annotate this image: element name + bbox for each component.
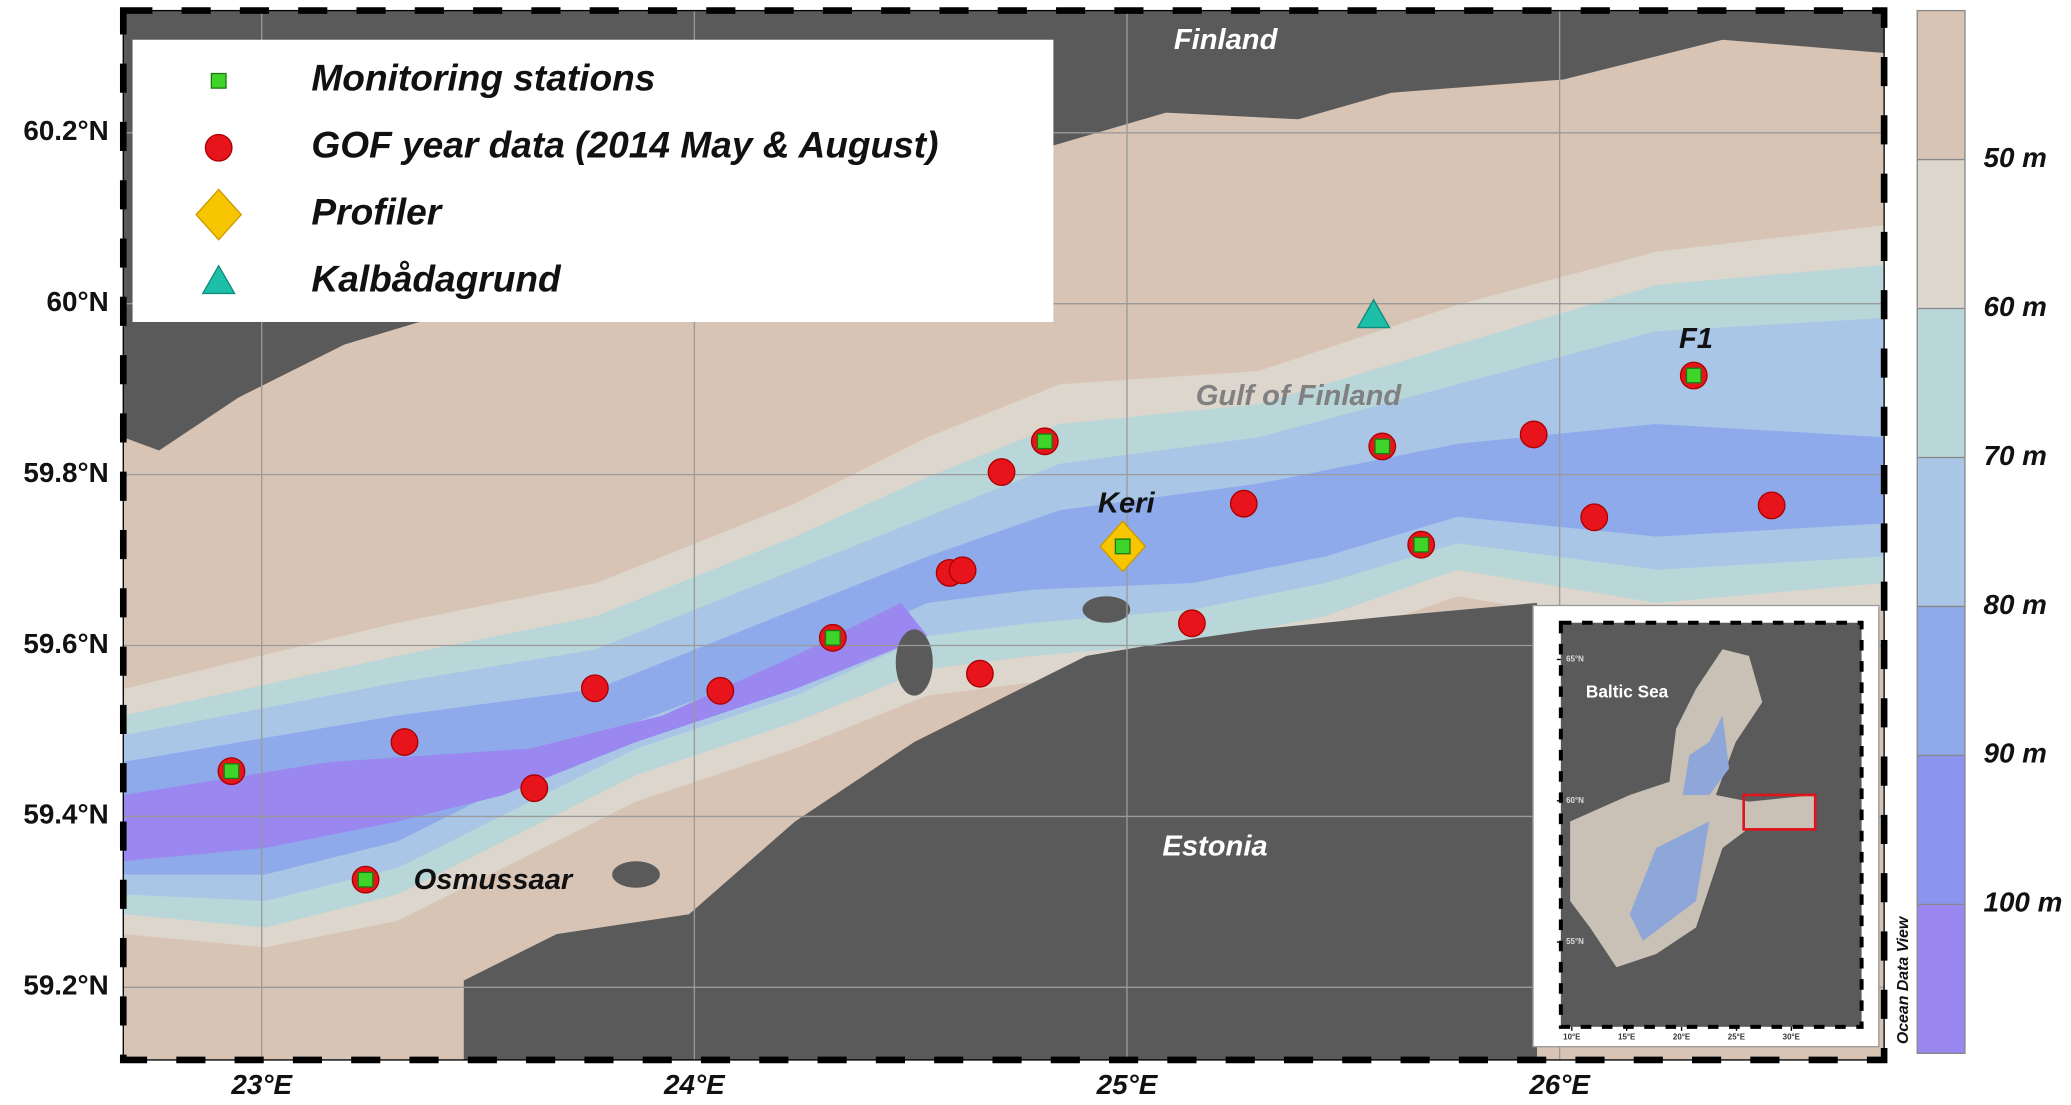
station-marker bbox=[824, 629, 841, 646]
station-marker bbox=[1036, 433, 1053, 450]
legend: Monitoring stations GOF year data (2014 M… bbox=[132, 39, 1054, 322]
place-label: Keri bbox=[1098, 488, 1156, 520]
colorbar-label: 50 m bbox=[1983, 142, 2046, 173]
y-tick-label: 60°N bbox=[47, 286, 109, 317]
legend-marker bbox=[201, 264, 236, 295]
station-marker bbox=[357, 871, 374, 888]
place-label: F1 bbox=[1679, 323, 1713, 355]
legend-label: GOF year data (2014 May & August) bbox=[311, 124, 938, 166]
legend-label: Monitoring stations bbox=[311, 57, 655, 99]
station-marker bbox=[987, 458, 1016, 486]
colorbar-band bbox=[1917, 10, 1965, 160]
colorbar-band bbox=[1917, 755, 1965, 905]
station-marker bbox=[390, 728, 419, 756]
map-frame-inner bbox=[122, 9, 1885, 1061]
station-marker bbox=[520, 774, 549, 803]
inset-y-tick-label: 60°N bbox=[1566, 796, 1584, 805]
colorbar-credit: Ocean Data View bbox=[1895, 915, 1912, 1044]
x-tick-label: 25°E bbox=[1096, 1069, 1159, 1100]
inset-y-tick-label: 65°N bbox=[1566, 655, 1584, 664]
legend-marker bbox=[210, 72, 227, 89]
place-label: Gulf of Finland bbox=[1196, 380, 1403, 412]
legend-marker bbox=[195, 188, 243, 241]
station-marker bbox=[1177, 609, 1206, 638]
legend-label: Kalbådagrund bbox=[311, 257, 562, 299]
station-marker bbox=[1580, 503, 1609, 532]
station-marker bbox=[1519, 420, 1548, 449]
x-tick-label: 24°E bbox=[663, 1069, 726, 1100]
place-label: Finland bbox=[1174, 24, 1279, 56]
station-marker bbox=[1685, 367, 1702, 384]
station-marker bbox=[1413, 536, 1430, 553]
y-tick-label: 59.4°N bbox=[23, 799, 108, 830]
colorbar-band bbox=[1917, 457, 1965, 607]
colorbar-band bbox=[1917, 159, 1965, 309]
station-marker bbox=[1356, 298, 1391, 329]
station-marker bbox=[965, 659, 994, 688]
y-tick-label: 59.2°N bbox=[23, 970, 108, 1001]
inset-y-tick-label: 55°N bbox=[1566, 937, 1584, 946]
inset-x-tick-label: 10°E bbox=[1563, 1033, 1580, 1042]
colorbar-band bbox=[1917, 606, 1965, 756]
depth-band bbox=[123, 602, 928, 862]
inset-map: Baltic Sea 10°E 15°E 20°E 25°E 30°E 55°N 60°N 6… bbox=[1532, 604, 1880, 1048]
place-label: Osmussaar bbox=[414, 864, 574, 896]
legend-marker bbox=[204, 133, 233, 162]
station-marker bbox=[1114, 538, 1131, 555]
colorbar-frame bbox=[1916, 9, 1966, 1054]
y-tick-label: 59.8°N bbox=[23, 457, 108, 488]
inset-deep bbox=[1629, 821, 1710, 941]
inset-x-tick-label: 20°E bbox=[1673, 1033, 1690, 1042]
inset-x-tick-label: 25°E bbox=[1728, 1033, 1745, 1042]
station-marker bbox=[1229, 489, 1258, 518]
stations bbox=[217, 298, 1786, 894]
station-marker bbox=[223, 763, 240, 780]
colorbar-label: 100 m bbox=[1983, 887, 2062, 918]
colorbar-label: 60 m bbox=[1983, 291, 2046, 322]
inset-x-tick-label: 15°E bbox=[1618, 1033, 1635, 1042]
inset-title: Baltic Sea bbox=[1586, 681, 1669, 701]
colorbar-label: 70 m bbox=[1983, 440, 2046, 471]
station-marker bbox=[580, 674, 609, 703]
station-marker bbox=[1757, 491, 1786, 520]
legend-label: Profiler bbox=[311, 190, 443, 232]
x-tick-label: 26°E bbox=[1528, 1069, 1591, 1100]
estonia-land bbox=[463, 602, 1537, 1060]
inset-x-tick-label: 30°E bbox=[1783, 1033, 1800, 1042]
y-tick-label: 60.2°N bbox=[23, 115, 108, 146]
legend-box bbox=[132, 39, 1054, 322]
station-marker bbox=[1374, 438, 1391, 455]
colorbar: 50 m 60 m 70 m 80 m 90 m 100 m bbox=[1916, 9, 2062, 1054]
colorbar-band bbox=[1917, 904, 1965, 1054]
inset-sea bbox=[1570, 649, 1816, 968]
inset-deep bbox=[1682, 715, 1730, 795]
inset-area-box bbox=[1742, 793, 1817, 831]
place-label: Estonia bbox=[1162, 831, 1267, 863]
colorbar-label: 90 m bbox=[1983, 738, 2046, 769]
station-marker bbox=[706, 676, 735, 705]
colorbar-band bbox=[1917, 308, 1965, 458]
colorbar-label: 80 m bbox=[1983, 589, 2046, 620]
y-tick-label: 59.6°N bbox=[23, 628, 108, 659]
x-tick-label: 23°E bbox=[230, 1069, 293, 1100]
station-marker bbox=[948, 556, 977, 585]
